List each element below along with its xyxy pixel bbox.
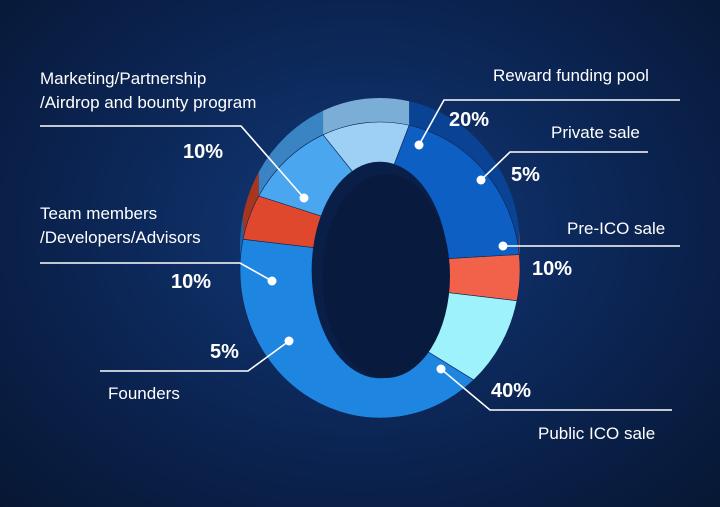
value-label-founders: 5% [210,341,239,363]
leader-dot-reward-funding-pool [414,140,424,150]
value-label-marketing: 10% [183,141,223,163]
category-label-marketing: Marketing/Partnership/Airdrop and bounty… [40,69,256,112]
leader-line-public-ico-sale [440,368,672,411]
category-label-private-sale: Private sale [551,123,640,142]
slice-side-reward-funding-pool [409,101,520,255]
leader-lines [40,99,680,411]
slice-side-marketing-partnership [323,98,410,135]
slice-side-founders [243,172,259,240]
leader-line-founders [100,340,290,372]
leader-line-team-members [40,262,273,282]
value-label-pre-ico-sale: 10% [532,258,572,280]
leader-dot-founders [284,336,294,346]
leader-line-marketing-partnership [40,125,305,199]
slice-side-team-members [258,110,324,196]
donut-hole-shadow [322,174,450,378]
value-label-reward-funding-pool: 20% [449,109,489,131]
leader-line-reward-funding-pool [418,99,680,146]
leader-dot-team-members [267,276,277,286]
value-label-public-ico-sale: 40% [491,380,531,402]
leader-dot-pre-ico-sale [498,241,508,251]
leader-dot-public-ico-sale [436,364,446,374]
slice-marketing-partnership [322,121,410,172]
category-label-founders: Founders [108,384,180,403]
leader-line-private-sale [480,151,648,181]
value-label-private-sale: 5% [511,164,540,186]
donut-slices [239,98,521,419]
category-label-team-members: Team members/Developers/Advisors [40,204,201,247]
leader-dot-private-sale [476,175,486,185]
category-label-reward-funding-pool: Reward funding pool [493,66,649,85]
value-label-team-members: 10% [171,271,211,293]
category-label-pre-ico-sale: Pre-ICO sale [567,219,665,238]
category-label-public-ico-sale: Public ICO sale [538,424,655,443]
leader-dot-marketing-partnership [299,193,309,203]
